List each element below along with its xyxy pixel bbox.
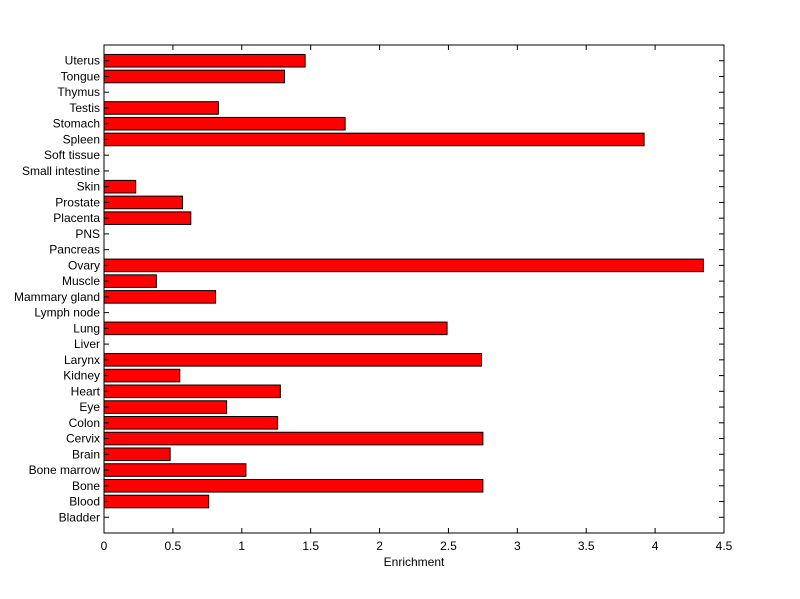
y-tick-label: Eye	[79, 400, 100, 414]
x-axis-label: Enrichment	[384, 555, 445, 569]
x-tick-label: 3.5	[578, 539, 595, 553]
y-tick-label: Tongue	[61, 69, 101, 83]
x-tick-label: 0.5	[165, 539, 182, 553]
y-tick-label: Placenta	[53, 211, 100, 225]
bar-lung	[103, 321, 448, 336]
bar-bone	[103, 478, 484, 493]
y-tick-label: Thymus	[57, 85, 100, 99]
bar-brain	[103, 447, 171, 462]
bar-placenta	[103, 211, 192, 225]
plot-frame	[103, 44, 725, 534]
bar-uterus	[103, 53, 306, 68]
y-tick-label: PNS	[75, 227, 100, 241]
x-tick-label: 1.5	[302, 539, 319, 553]
bar-testis	[103, 101, 219, 115]
y-tick-label: Colon	[69, 416, 100, 430]
y-tick-label: Testis	[69, 101, 100, 115]
bar-ovary	[103, 258, 704, 273]
y-tick-label: Cervix	[66, 432, 100, 446]
bar-stomach	[103, 116, 346, 131]
x-tick-label: 3	[514, 539, 521, 553]
x-tick-label: 4	[652, 539, 659, 553]
bar-prostate	[103, 195, 184, 210]
y-tick-label: Bladder	[59, 510, 100, 524]
bar-spleen	[103, 132, 645, 147]
y-tick-label: Prostate	[55, 195, 100, 209]
y-tick-label: Mammary gland	[14, 290, 100, 304]
bar-eye	[103, 400, 228, 414]
y-tick-label: Bone marrow	[29, 463, 101, 477]
bar-mammary-gland	[103, 290, 217, 304]
y-tick-label: Lymph node	[34, 306, 100, 320]
x-tick-label: 1	[238, 539, 245, 553]
y-tick-label: Kidney	[63, 369, 100, 383]
y-tick-label: Brain	[72, 447, 100, 461]
bar-kidney	[103, 368, 181, 383]
y-tick-label: Small intestine	[22, 164, 100, 178]
x-tick-label: 2	[376, 539, 383, 553]
y-tick-label: Heart	[71, 384, 101, 398]
bar-bone-marrow	[103, 463, 247, 477]
y-tick-label: Liver	[74, 337, 100, 351]
bar-heart	[103, 384, 281, 399]
bar-colon	[103, 416, 279, 430]
bar-blood	[103, 494, 210, 509]
y-tick-label: Skin	[77, 180, 100, 194]
y-tick-label: Uterus	[65, 54, 100, 68]
y-tick-label: Bone	[72, 479, 100, 493]
x-tick-label: 2.5	[440, 539, 457, 553]
y-tick-label: Pancreas	[49, 243, 100, 257]
bar-larynx	[103, 353, 483, 367]
y-tick-label: Soft tissue	[44, 148, 100, 162]
y-tick-label: Stomach	[53, 117, 100, 131]
y-tick-label: Lung	[73, 321, 100, 335]
y-tick-label: Blood	[69, 495, 100, 509]
y-tick-label: Spleen	[63, 132, 100, 146]
bar-muscle	[103, 274, 157, 288]
y-tick-label: Ovary	[68, 258, 100, 272]
bar-tongue	[103, 69, 285, 84]
x-tick-label: 4.5	[716, 539, 733, 553]
y-tick-label: Larynx	[64, 353, 100, 367]
x-tick-label: 0	[101, 539, 108, 553]
bar-cervix	[103, 431, 484, 446]
y-tick-label: Muscle	[62, 274, 100, 288]
